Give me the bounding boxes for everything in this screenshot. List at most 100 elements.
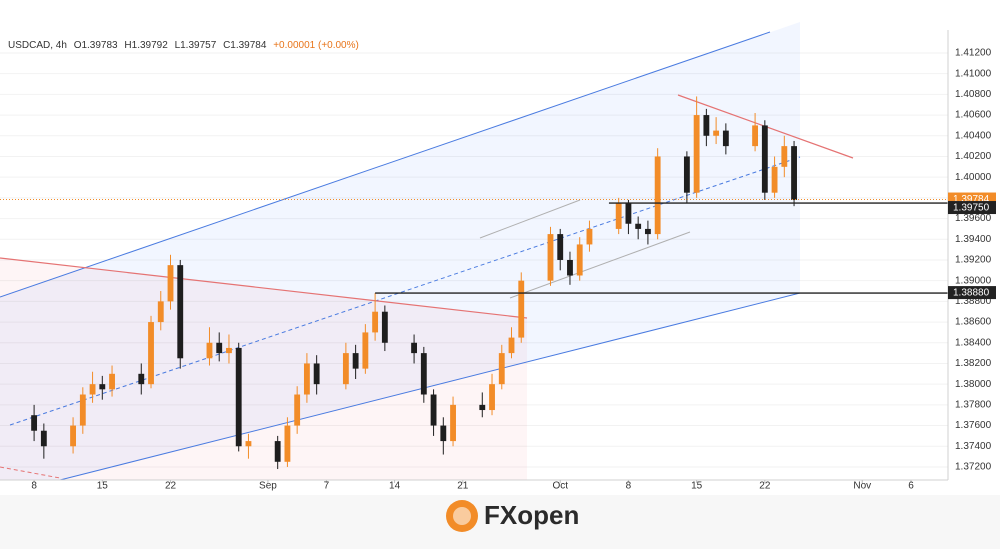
y-tick-label: 1.38800 xyxy=(955,296,992,307)
candle-body xyxy=(703,115,710,136)
candle-body xyxy=(450,404,456,442)
candle-body xyxy=(752,125,759,147)
candle-body xyxy=(489,384,495,411)
x-tick-label: Nov xyxy=(853,481,871,492)
y-tick-label: 1.37200 xyxy=(955,462,992,473)
candle-body xyxy=(99,384,106,390)
x-tick-label: 15 xyxy=(97,481,109,492)
candle-body xyxy=(625,203,632,224)
candle-body xyxy=(313,363,320,385)
y-tick-label: 1.37600 xyxy=(955,420,992,431)
y-tick-label: 1.40800 xyxy=(955,89,992,100)
candle-body xyxy=(508,337,515,354)
candle-body xyxy=(109,373,115,390)
candle-body xyxy=(644,228,651,235)
candle-body xyxy=(342,353,349,385)
x-tick-label: 15 xyxy=(691,481,703,492)
candle-body xyxy=(31,415,38,431)
candle-body xyxy=(498,353,505,385)
brand: FXopen xyxy=(484,500,579,530)
candle-body xyxy=(226,347,232,354)
level-label: 1.38880 xyxy=(953,288,990,299)
candle-body xyxy=(138,373,145,385)
y-tick-label: 1.38200 xyxy=(955,358,992,369)
channel-lower xyxy=(59,292,801,481)
logo: FXopen xyxy=(446,500,579,532)
channel-upper xyxy=(0,31,771,298)
candle-body xyxy=(771,166,778,193)
inner-line xyxy=(479,199,581,239)
candle-body xyxy=(518,280,525,338)
header-open: O1.39783 xyxy=(74,40,118,51)
candle-body xyxy=(547,234,554,281)
header-close: C1.39784 xyxy=(223,40,267,51)
header-change: +0.00001 (+0.00%) xyxy=(273,40,359,51)
candle-body xyxy=(761,125,768,193)
level-label: 1.39750 xyxy=(953,203,990,214)
y-tick-label: 1.39200 xyxy=(955,255,992,266)
y-tick-label: 1.41000 xyxy=(955,68,992,79)
candle-body xyxy=(235,347,242,447)
x-tick-label: 22 xyxy=(759,481,771,492)
candle-body xyxy=(372,311,379,333)
x-tick-label: Sep xyxy=(259,481,277,492)
plot-area xyxy=(0,22,948,481)
candle-body xyxy=(722,130,729,147)
candle-body xyxy=(683,156,690,193)
y-tick-label: 1.37800 xyxy=(955,400,992,411)
y-tick-label: 1.40200 xyxy=(955,151,992,162)
candle-body xyxy=(440,425,447,442)
candle-body xyxy=(148,322,154,385)
trend-line xyxy=(0,466,61,479)
candle-body xyxy=(615,203,622,229)
x-tick-label: 22 xyxy=(165,481,177,492)
candle-body xyxy=(157,301,164,323)
last-price-label: 1.39784 xyxy=(953,194,990,205)
candle-body xyxy=(693,115,700,193)
y-tick-label: 1.40400 xyxy=(955,130,992,141)
candle-body xyxy=(167,265,174,302)
candle-body xyxy=(635,223,642,229)
y-tick-label: 1.38600 xyxy=(955,317,992,328)
candle-body xyxy=(352,353,359,369)
candle-body xyxy=(557,234,564,260)
y-tick-label: 1.40600 xyxy=(955,110,992,121)
x-tick-label: 6 xyxy=(908,481,914,492)
logo-icon-inner xyxy=(453,507,471,525)
footer xyxy=(0,495,1000,549)
y-tick-label: 1.38400 xyxy=(955,337,992,348)
x-tick-label: 7 xyxy=(324,481,330,492)
channel-median xyxy=(9,156,801,426)
candle-body xyxy=(411,342,418,354)
trend-line xyxy=(0,257,528,319)
channel-fill xyxy=(0,22,800,480)
x-tick-label: 14 xyxy=(389,481,401,492)
candle-body xyxy=(294,394,301,426)
candle-body xyxy=(177,265,184,359)
level-box xyxy=(948,286,996,300)
candle-body xyxy=(479,404,486,411)
candle-body xyxy=(284,425,291,462)
candle-body xyxy=(206,342,213,359)
candle-body xyxy=(576,244,583,276)
candle-body xyxy=(713,130,720,136)
y-tick-label: 1.39600 xyxy=(955,213,992,224)
x-tick-label: 8 xyxy=(626,481,632,492)
candle-body xyxy=(654,156,661,235)
candle-body xyxy=(586,228,593,245)
zone-fill xyxy=(0,258,527,480)
x-tick-label: 21 xyxy=(457,481,469,492)
candle-body xyxy=(791,146,797,200)
candle-body xyxy=(70,425,76,447)
level-box xyxy=(948,201,996,215)
header-high: H1.39792 xyxy=(124,40,168,51)
candle-body xyxy=(216,342,223,354)
candle-body xyxy=(362,332,369,369)
candle-body xyxy=(381,311,388,343)
inner-line xyxy=(509,231,691,299)
y-tick-label: 1.41200 xyxy=(955,48,992,59)
candle-body xyxy=(567,259,573,276)
y-tick-label: 1.40000 xyxy=(955,172,992,183)
